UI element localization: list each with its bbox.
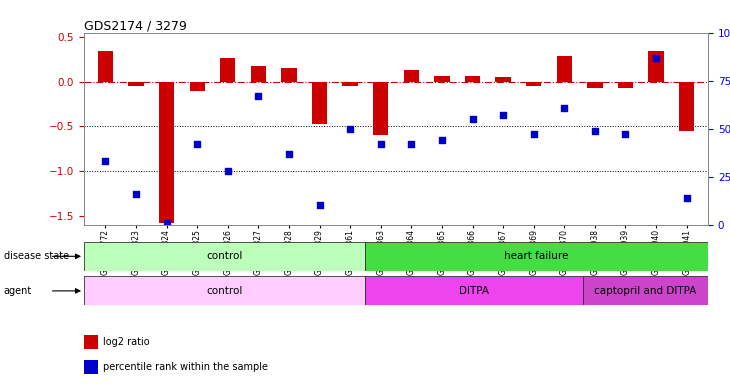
Point xyxy=(528,131,539,137)
Bar xyxy=(404,70,419,82)
Point xyxy=(253,93,264,99)
Point xyxy=(436,137,447,143)
Bar xyxy=(281,68,296,82)
Text: disease state: disease state xyxy=(4,251,69,261)
Bar xyxy=(648,51,664,82)
Bar xyxy=(526,82,542,86)
Bar xyxy=(373,82,388,135)
Point xyxy=(314,202,326,209)
Point xyxy=(650,55,662,61)
Text: control: control xyxy=(206,251,242,262)
Bar xyxy=(84,335,98,349)
Bar xyxy=(434,76,450,82)
Bar xyxy=(220,58,235,82)
Text: GDS2174 / 3279: GDS2174 / 3279 xyxy=(84,20,187,33)
Point xyxy=(222,168,234,174)
Bar xyxy=(342,82,358,86)
Point xyxy=(558,104,570,111)
Bar xyxy=(365,276,583,305)
Bar xyxy=(557,56,572,82)
Bar xyxy=(365,242,708,271)
Bar xyxy=(84,360,98,374)
Bar xyxy=(618,82,633,88)
Point xyxy=(589,127,601,134)
Bar xyxy=(84,276,365,305)
Bar xyxy=(190,82,205,91)
Point xyxy=(191,141,203,147)
Bar xyxy=(312,82,327,124)
Point xyxy=(161,220,172,226)
Bar xyxy=(587,82,602,88)
Text: agent: agent xyxy=(4,286,32,296)
Text: control: control xyxy=(206,286,242,296)
Point xyxy=(99,158,111,164)
Point xyxy=(620,131,631,137)
Text: captopril and DITPA: captopril and DITPA xyxy=(594,286,697,296)
Point xyxy=(405,141,417,147)
Point xyxy=(497,112,509,118)
Bar xyxy=(250,66,266,82)
Bar xyxy=(679,82,694,131)
Bar xyxy=(465,76,480,82)
Point xyxy=(375,141,387,147)
Bar xyxy=(84,242,365,271)
Bar xyxy=(98,51,113,82)
Text: DITPA: DITPA xyxy=(459,286,489,296)
Point xyxy=(283,151,295,157)
Point xyxy=(466,116,478,122)
Point xyxy=(681,195,693,201)
Point xyxy=(345,126,356,132)
Bar xyxy=(128,82,144,86)
Text: heart failure: heart failure xyxy=(504,251,569,262)
Bar xyxy=(496,77,511,82)
Point xyxy=(130,191,142,197)
Bar xyxy=(583,276,708,305)
Text: log2 ratio: log2 ratio xyxy=(103,337,150,347)
Bar xyxy=(159,82,174,223)
Text: percentile rank within the sample: percentile rank within the sample xyxy=(103,362,268,372)
